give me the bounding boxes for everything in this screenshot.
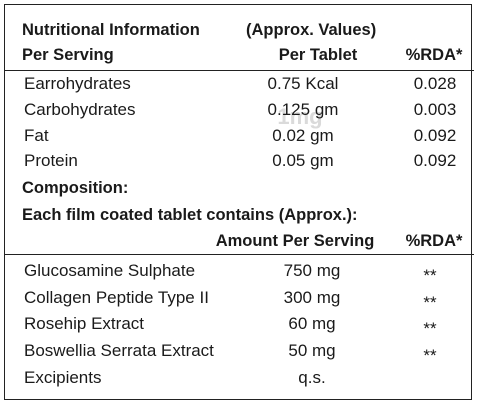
nutrient-name: Protein (24, 151, 78, 170)
section-subtitle: Each film coated tablet contains (Approx… (22, 206, 358, 224)
nutrient-amount: 0.05 gm (272, 151, 334, 170)
divider (4, 254, 474, 255)
nutrient-rda: 0.092 (413, 126, 457, 145)
nutrient-name: Fat (24, 126, 49, 145)
nutrient-rda: 0.003 (413, 100, 457, 119)
title: Nutritional Information (22, 21, 200, 39)
column-header: Amount Per Serving (215, 232, 375, 250)
ingredient-name: Boswellia Serrata Extract (24, 341, 214, 360)
nutrient-name: Earrohydrates (24, 74, 131, 93)
column-header: Per Serving (22, 46, 114, 64)
nutrient-rda: 0.092 (413, 151, 457, 170)
note: (Approx. Values) (246, 21, 377, 39)
ingredient-amount: 50 mg (288, 341, 336, 360)
ingredient-rda: ** (423, 266, 437, 285)
watermark: 1mg (277, 104, 323, 129)
ingredient-name: Glucosamine Sulphate (24, 261, 196, 280)
nutrient-rda: 0.028 (413, 74, 457, 93)
nutrient-amount: 0.75 Kcal (267, 74, 339, 93)
ingredient-name: Excipients (24, 368, 102, 387)
column-header: %RDA* (405, 232, 463, 250)
ingredient-amount: q.s. (298, 368, 326, 387)
column-header: %RDA* (405, 46, 463, 64)
ingredient-rda: ** (423, 346, 437, 365)
label-border (4, 4, 472, 400)
ingredient-amount: 300 mg (283, 288, 341, 307)
nutrient-name: Carbohydrates (24, 100, 136, 119)
column-header: Per Tablet (278, 46, 358, 64)
divider (4, 70, 474, 71)
ingredient-amount: 60 mg (288, 314, 336, 333)
ingredient-name: Rosehip Extract (24, 314, 144, 333)
nutrient-amount: 0.02 gm (272, 126, 334, 145)
ingredient-amount: 750 mg (283, 261, 341, 280)
ingredient-rda: ** (423, 293, 437, 312)
ingredient-name: Collagen Peptide Type II (24, 288, 209, 307)
ingredient-rda: ** (423, 319, 437, 338)
nutrient-amount: 0.125 gm (267, 100, 339, 119)
section-title: Composition: (22, 179, 129, 197)
